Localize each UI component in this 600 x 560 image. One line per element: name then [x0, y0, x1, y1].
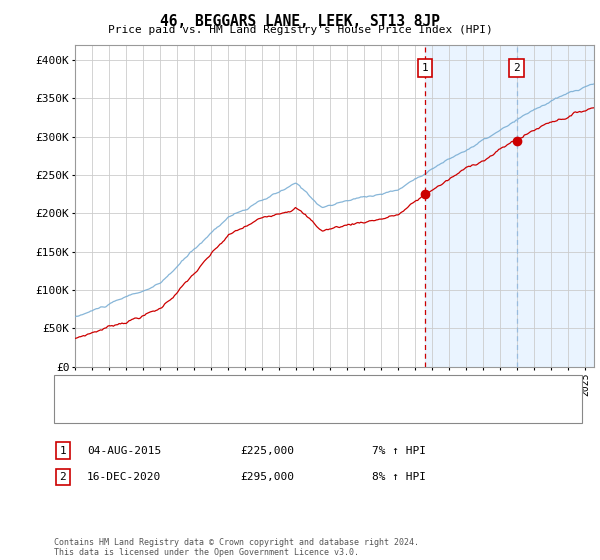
Text: Contains HM Land Registry data © Crown copyright and database right 2024.
This d: Contains HM Land Registry data © Crown c…: [54, 538, 419, 557]
Text: £225,000: £225,000: [240, 446, 294, 456]
Bar: [425, 45, 594, 367]
Text: 7% ↑ HPI: 7% ↑ HPI: [372, 446, 426, 456]
Text: 1: 1: [59, 446, 67, 456]
Text: 46, BEGGARS LANE, LEEK, ST13 8JP (detached house): 46, BEGGARS LANE, LEEK, ST13 8JP (detach…: [105, 384, 411, 394]
Text: 46, BEGGARS LANE, LEEK, ST13 8JP: 46, BEGGARS LANE, LEEK, ST13 8JP: [160, 14, 440, 29]
Text: 8% ↑ HPI: 8% ↑ HPI: [372, 472, 426, 482]
Text: 04-AUG-2015: 04-AUG-2015: [87, 446, 161, 456]
Text: HPI: Average price, detached house, Staffordshire Moorlands: HPI: Average price, detached house, Staf…: [105, 404, 474, 414]
Text: 2: 2: [59, 472, 67, 482]
Text: 16-DEC-2020: 16-DEC-2020: [87, 472, 161, 482]
Text: £295,000: £295,000: [240, 472, 294, 482]
Text: Price paid vs. HM Land Registry's House Price Index (HPI): Price paid vs. HM Land Registry's House …: [107, 25, 493, 35]
Text: 2: 2: [514, 63, 520, 73]
Text: 1: 1: [422, 63, 428, 73]
